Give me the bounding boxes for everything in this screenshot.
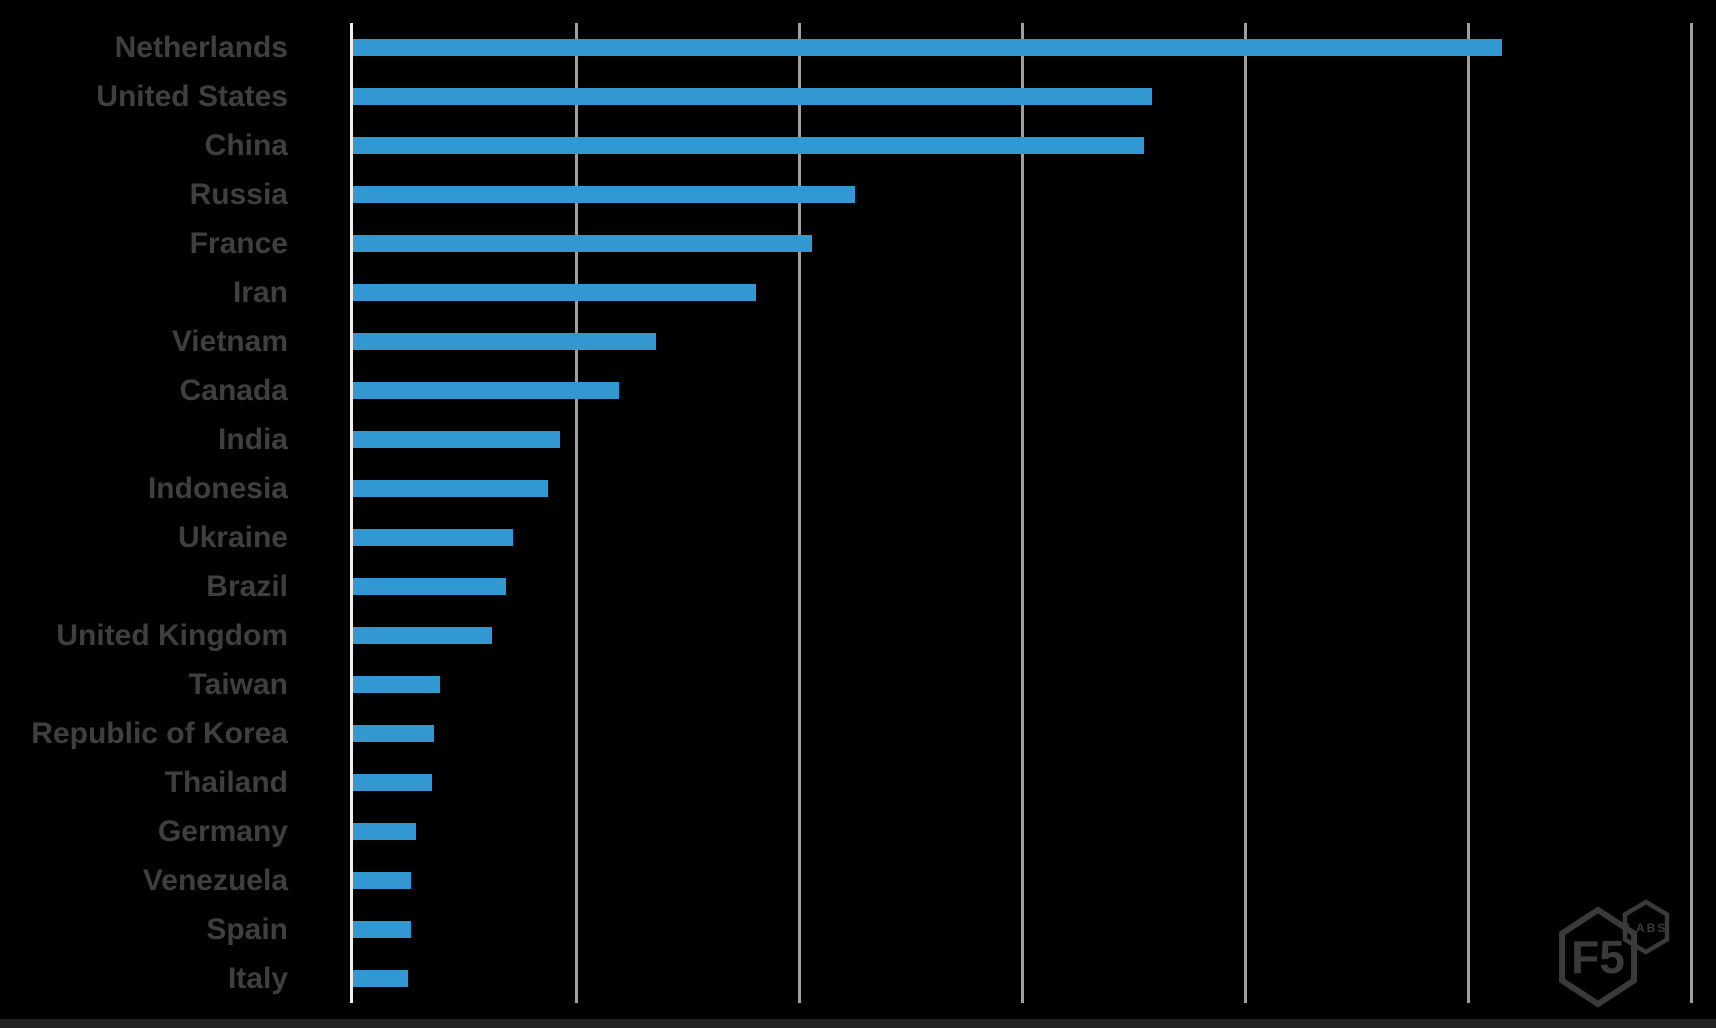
category-label: Brazil (206, 569, 288, 603)
category-label: Vietnam (171, 324, 288, 358)
bar (353, 235, 812, 252)
gridline (798, 23, 801, 1003)
gridline (575, 23, 578, 1003)
bar (353, 137, 1144, 154)
bar (353, 480, 548, 497)
y-axis-line (350, 23, 353, 1003)
f5-hexagon-icon (1559, 906, 1637, 1008)
category-label: Iran (232, 275, 288, 309)
bar (353, 823, 416, 840)
gridline (1467, 23, 1470, 1003)
category-label: India (217, 422, 288, 456)
bar (353, 970, 408, 987)
bar (353, 382, 619, 399)
category-label: Italy (227, 961, 288, 995)
bar (353, 186, 855, 203)
gridline (1690, 23, 1693, 1003)
bar (353, 529, 513, 546)
bar (353, 333, 656, 350)
bar (353, 39, 1502, 56)
logo-labs-text: LABS (1627, 921, 1668, 935)
bar (353, 921, 411, 938)
category-label: Ukraine (177, 520, 288, 554)
category-label: Russia (189, 177, 288, 211)
bar (353, 725, 434, 742)
bar (353, 872, 411, 889)
category-label: United States (96, 79, 288, 113)
f5-labs-logo: F5 LABS (1559, 899, 1670, 1008)
category-label: Spain (206, 912, 288, 946)
gridline (1021, 23, 1024, 1003)
category-label: United Kingdom (56, 618, 288, 652)
category-label: Germany (157, 814, 288, 848)
bar (353, 578, 506, 595)
logo-f5-text: F5 (1571, 931, 1625, 983)
category-label: Netherlands (114, 30, 288, 64)
category-label: Venezuela (142, 863, 288, 897)
bar (353, 284, 756, 301)
bottom-edge-strip (0, 1019, 1716, 1028)
bar (353, 627, 492, 644)
category-label: China (204, 128, 288, 162)
bar (353, 774, 432, 791)
category-label: Taiwan (188, 667, 288, 701)
category-label: Republic of Korea (31, 716, 288, 750)
gridline (1244, 23, 1247, 1003)
category-label: Thailand (164, 765, 288, 799)
bar (353, 431, 560, 448)
bar (353, 676, 440, 693)
category-label: Canada (179, 373, 288, 407)
bar (353, 88, 1152, 105)
labs-hexagon-icon (1622, 899, 1670, 955)
category-label: France (189, 226, 288, 260)
category-label: Indonesia (147, 471, 288, 505)
